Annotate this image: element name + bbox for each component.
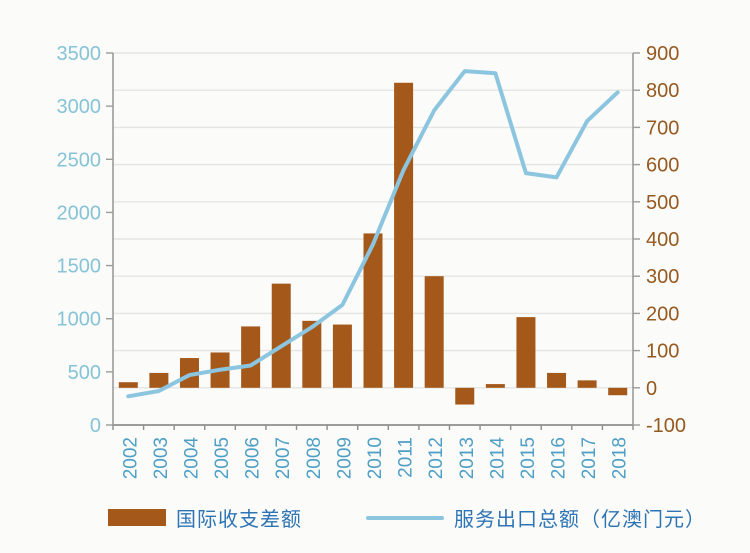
legend-item-line-series: 服务出口总额（亿澳门元） xyxy=(366,503,706,532)
right-axis-tick-label: 900 xyxy=(646,43,679,65)
x-axis-label-2010: 2010 xyxy=(365,437,386,479)
bar-2009 xyxy=(332,324,352,388)
right-axis-tick-label: 0 xyxy=(646,378,657,400)
line-series-path xyxy=(126,69,620,399)
bar-2006 xyxy=(241,326,261,388)
x-axis-label-2002: 2002 xyxy=(120,437,141,479)
bar-2011 xyxy=(394,82,414,388)
x-axis-label-2012: 2012 xyxy=(426,437,447,479)
left-axis-tick-label: 1500 xyxy=(57,256,102,278)
x-axis-label-2007: 2007 xyxy=(273,437,294,479)
bar-series-label: 国际收支差额 xyxy=(176,509,302,531)
bar-2013 xyxy=(455,387,475,405)
x-axis-label-2015: 2015 xyxy=(518,437,539,479)
left-axis-tick-label: 3000 xyxy=(57,96,102,118)
bar-2016 xyxy=(547,372,567,388)
x-axis-label-2011: 2011 xyxy=(396,437,417,478)
left-axis-tick-label: 0 xyxy=(90,415,101,437)
right-axis-tick-label: 500 xyxy=(646,192,679,214)
right-axis-tick-label: 600 xyxy=(646,155,679,177)
bar-2017 xyxy=(577,380,597,388)
bar-2018 xyxy=(608,387,628,396)
right-axis-tick-label: 800 xyxy=(646,80,679,102)
left-axis-tick-label: 500 xyxy=(68,362,101,384)
bar-2008 xyxy=(302,320,322,388)
right-axis-tick-label: 400 xyxy=(646,229,679,251)
bar-series-swatch-icon xyxy=(108,509,166,526)
right-axis-tick-label: 200 xyxy=(646,303,679,325)
bar-2015 xyxy=(516,317,536,388)
right-axis-tick-label: 700 xyxy=(646,117,679,139)
x-axis-label-2006: 2006 xyxy=(243,437,264,479)
x-axis-label-2016: 2016 xyxy=(549,437,570,479)
x-axis-label-2005: 2005 xyxy=(212,437,233,479)
bar-2014 xyxy=(485,384,505,388)
legend-item-bar-series: 国际收支差额 xyxy=(108,503,302,532)
bar-2004 xyxy=(179,358,199,388)
left-axis-tick-label: 3500 xyxy=(57,43,102,65)
x-axis-label-2008: 2008 xyxy=(304,437,325,479)
line-series-swatch-icon xyxy=(366,515,444,520)
right-axis-tick-label: 300 xyxy=(646,266,679,288)
bar-2007 xyxy=(271,283,291,388)
right-axis-tick-label: -100 xyxy=(646,415,686,437)
right-axis-tick-label: 100 xyxy=(646,341,679,363)
x-axis-label-2017: 2017 xyxy=(579,437,600,479)
bar-2012 xyxy=(424,276,444,388)
left-axis-tick-label: 2000 xyxy=(57,202,102,224)
x-axis-label-2014: 2014 xyxy=(487,437,508,480)
x-axis-label-2004: 2004 xyxy=(181,437,202,480)
x-axis-label-2013: 2013 xyxy=(457,437,478,479)
bar-2010 xyxy=(363,233,383,388)
bar-2002 xyxy=(118,382,138,388)
x-axis-label-2003: 2003 xyxy=(151,437,172,479)
line-series-label: 服务出口总额（亿澳门元） xyxy=(454,509,706,531)
x-axis-label-2018: 2018 xyxy=(610,437,631,479)
bar-2003 xyxy=(149,372,169,388)
chart-legend: 国际收支差额 服务出口总额（亿澳门元） xyxy=(108,503,706,532)
left-axis-tick-label: 1000 xyxy=(57,309,102,331)
left-axis-tick-label: 2500 xyxy=(57,149,102,171)
x-axis-label-2009: 2009 xyxy=(334,437,355,479)
